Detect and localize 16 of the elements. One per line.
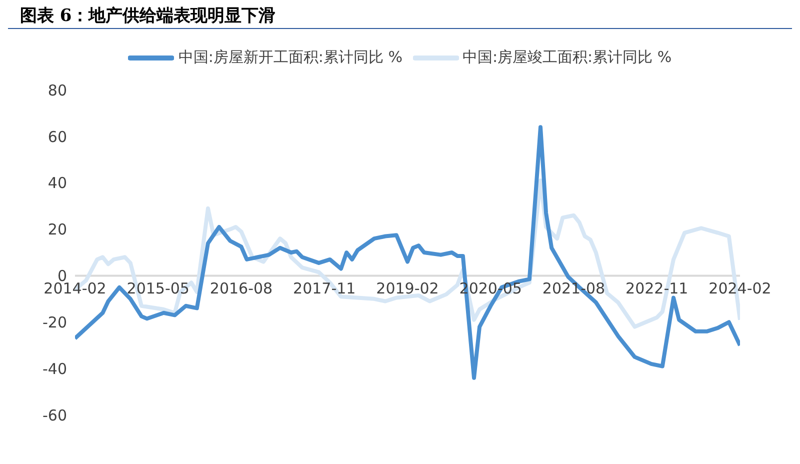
y-tick-label: -20 — [42, 313, 67, 332]
y-tick-label: -40 — [42, 360, 67, 378]
x-tick-label: 2015-05 — [126, 280, 190, 298]
legend-label: 中国:房屋新开工面积:累计同比 % — [178, 48, 402, 67]
y-tick-label: -60 — [42, 406, 67, 424]
x-tick-label: 2022-11 — [626, 280, 688, 298]
x-tick-label: 2024-02 — [708, 280, 772, 298]
x-tick-label: 2016-08 — [210, 280, 273, 298]
x-tick-label: 2019-02 — [376, 280, 439, 298]
y-tick-label: 40 — [48, 174, 67, 192]
x-tick-label: 2017-11 — [293, 280, 356, 298]
y-tick-label: 80 — [48, 81, 67, 100]
legend-label: 中国:房屋竣工面积:累计同比 % — [462, 48, 672, 67]
y-tick-label: 60 — [48, 128, 67, 146]
y-tick-label: 20 — [48, 220, 67, 239]
chart-title: 图表 6：地产供给端表现明显下滑 — [20, 5, 276, 27]
